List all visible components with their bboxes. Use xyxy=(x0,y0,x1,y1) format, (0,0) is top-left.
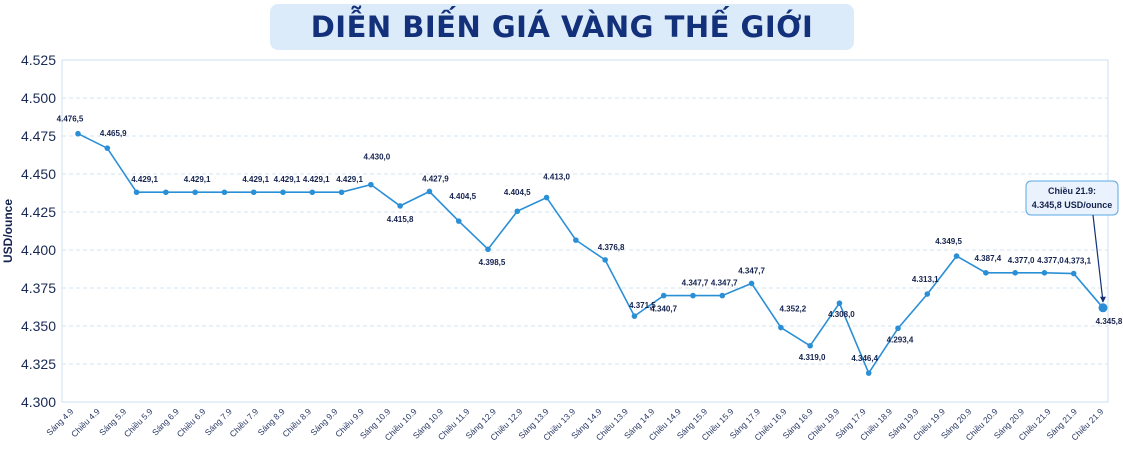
y-tick-label: 4.375 xyxy=(21,280,56,296)
data-point xyxy=(1098,303,1108,313)
data-label: 4.429,1 xyxy=(274,175,301,184)
plot-frame xyxy=(61,59,1109,403)
data-point xyxy=(1012,270,1018,276)
annotation-arrowhead xyxy=(1100,296,1106,303)
data-label: 4.476,5 xyxy=(57,115,84,124)
data-point xyxy=(983,270,989,276)
data-point xyxy=(75,130,81,137)
data-label: 4.376,8 xyxy=(598,243,625,252)
data-label: 4.429,1 xyxy=(131,175,158,184)
data-label: 4.293,4 xyxy=(887,335,914,344)
annotation-arrow xyxy=(1092,214,1104,302)
data-label: 4.377,0 xyxy=(1037,256,1064,265)
chart-title: DIỄN BIẾN GIÁ VÀNG THẾ GIỚI xyxy=(310,10,814,44)
data-point xyxy=(573,237,579,243)
y-tick-label: 4.450 xyxy=(21,166,56,182)
data-point xyxy=(1070,270,1077,277)
data-point xyxy=(924,291,931,297)
x-tick-label: Chiều 4.9 xyxy=(69,406,102,439)
data-point xyxy=(338,189,345,196)
data-point xyxy=(397,203,403,209)
annotation-box xyxy=(1025,180,1119,216)
data-point xyxy=(163,189,169,196)
data-label: 4.340,7 xyxy=(650,305,677,314)
data-label: 4.347,7 xyxy=(738,266,765,275)
annotation-line1: Chiều 21.9: xyxy=(1048,186,1096,196)
data-point xyxy=(280,189,286,196)
data-point xyxy=(309,189,316,196)
data-point xyxy=(660,292,667,299)
data-label: 4.415,8 xyxy=(387,215,414,224)
data-label: 4.429,1 xyxy=(242,175,269,184)
data-label: 4.319,0 xyxy=(799,353,826,362)
data-label: 4.377,0 xyxy=(1008,256,1035,265)
data-label: 4.313,1 xyxy=(912,275,939,284)
data-point xyxy=(250,189,257,196)
data-point xyxy=(719,292,726,299)
data-point xyxy=(543,194,550,201)
data-point xyxy=(953,253,960,259)
data-point xyxy=(192,189,198,196)
data-point xyxy=(485,246,491,253)
y-tick-label: 4.325 xyxy=(21,356,56,372)
data-label: 4.429,1 xyxy=(303,175,330,184)
data-point xyxy=(221,189,228,196)
y-axis-label: USD/ounce xyxy=(1,199,15,263)
y-tick-label: 4.475 xyxy=(21,128,56,144)
series-line xyxy=(77,132,1104,375)
data-point xyxy=(895,325,901,332)
data-point xyxy=(514,208,521,215)
data-point xyxy=(455,218,462,224)
data-point xyxy=(748,280,755,287)
data-point xyxy=(133,189,140,196)
data-label: 4.429,1 xyxy=(184,175,211,184)
data-point xyxy=(690,292,696,299)
data-label: 4.404,5 xyxy=(504,188,531,197)
data-point xyxy=(807,342,813,349)
data-point xyxy=(836,300,843,307)
y-tick-label: 4.500 xyxy=(21,90,56,106)
data-label: 4.429,1 xyxy=(336,175,363,184)
data-label: 4.373,1 xyxy=(1064,257,1091,266)
data-label: 4.308,0 xyxy=(828,310,855,319)
data-point xyxy=(368,181,374,188)
data-point xyxy=(104,145,111,151)
data-point xyxy=(631,313,638,319)
annotation-line2: 4.345,8 USD/ounce xyxy=(1032,200,1113,210)
data-label: 4.346,4 xyxy=(851,354,878,363)
data-label: 4.347,7 xyxy=(682,279,709,288)
data-label: 4.349,5 xyxy=(935,237,962,246)
data-point xyxy=(778,324,784,331)
x-tick-label: Chiều 6.9 xyxy=(175,406,208,439)
data-label: 4.427,9 xyxy=(422,174,449,183)
y-tick-label: 4.300 xyxy=(21,394,56,410)
data-label: 4.413,0 xyxy=(543,173,570,182)
x-tick-label: Chiều 5.9 xyxy=(122,406,155,439)
chart-title-box: DIỄN BIẾN GIÁ VÀNG THẾ GIỚI xyxy=(270,4,854,50)
data-point xyxy=(1041,270,1048,276)
y-tick-label: 4.400 xyxy=(21,242,56,258)
y-tick-label: 4.350 xyxy=(21,318,56,334)
data-point xyxy=(602,257,608,263)
data-point xyxy=(865,370,872,376)
y-tick-label: 4.425 xyxy=(21,204,56,220)
data-label: 4.398,5 xyxy=(479,258,506,267)
y-tick-label: 4.525 xyxy=(21,52,56,68)
data-label: 4.347,7 xyxy=(711,279,738,288)
data-label: 4.371,5 xyxy=(629,301,656,310)
data-label: 4.465,9 xyxy=(100,129,127,138)
x-tick-label: Chiều 8.9 xyxy=(280,406,313,439)
data-label: 4.345,8 xyxy=(1096,317,1123,326)
data-label: 4.352,2 xyxy=(780,305,807,314)
data-label: 4.387,4 xyxy=(975,254,1002,263)
x-tick-label: Chiều 7.9 xyxy=(227,406,260,439)
data-point xyxy=(426,188,433,195)
data-label: 4.404,5 xyxy=(449,192,476,201)
data-label: 4.430,0 xyxy=(364,153,391,162)
